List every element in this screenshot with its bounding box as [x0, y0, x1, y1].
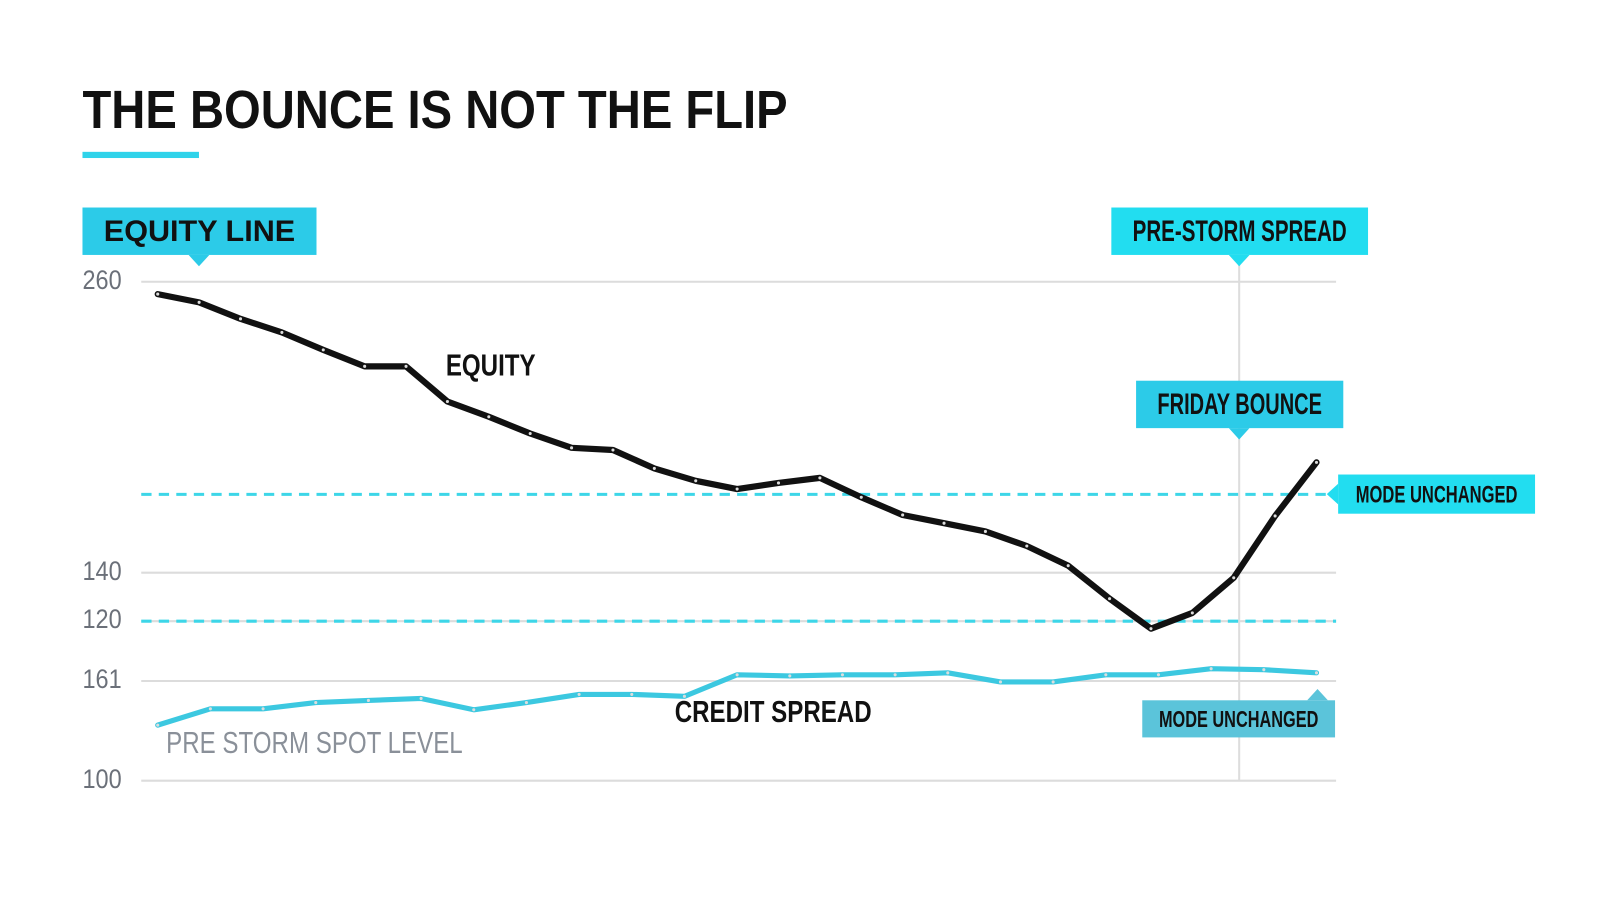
point: [682, 694, 686, 698]
point: [1104, 673, 1108, 677]
point: [652, 466, 656, 470]
chart-title: THE BOUNCE IS NOT THE FLIP: [82, 80, 787, 140]
point: [472, 708, 476, 712]
annotation-box: [1111, 207, 1369, 255]
annotation-pointer: [1307, 688, 1328, 701]
point: [1108, 597, 1112, 601]
annotation-label: CREDIT SPREAD: [675, 694, 872, 729]
point: [840, 673, 845, 677]
point: [487, 415, 491, 419]
point: [1273, 514, 1277, 518]
point: [1025, 544, 1029, 548]
annotation-label: PRE-STORM SPREAD: [1133, 215, 1347, 248]
point: [942, 521, 946, 525]
y-tick-label: 100: [82, 764, 121, 794]
point: [776, 481, 781, 485]
annotation-pointer: [1326, 483, 1339, 505]
point: [1314, 671, 1319, 675]
point: [261, 707, 265, 711]
annotation-pointer: [1228, 254, 1250, 267]
point: [694, 479, 698, 483]
point: [528, 431, 532, 436]
annotation-pointer: [1228, 428, 1250, 440]
annotation-box: [82, 207, 317, 255]
annotation-label: PRE STORM SPOT LEVEL: [166, 725, 463, 760]
y-tick-label: 260: [82, 265, 121, 295]
point: [1066, 564, 1070, 568]
point: [893, 673, 897, 677]
point: [859, 495, 863, 499]
point: [983, 529, 987, 534]
point: [1149, 627, 1153, 631]
point: [630, 692, 634, 696]
annotation-label: EQUITY LINE: [104, 215, 295, 248]
annotation-label: EQUITY: [446, 347, 536, 382]
point: [1156, 673, 1161, 677]
point: [1051, 680, 1055, 684]
point: [611, 448, 615, 452]
point: [570, 446, 574, 450]
point: [524, 701, 528, 705]
point: [238, 317, 243, 321]
point: [363, 364, 367, 368]
point: [366, 698, 370, 702]
title-underline: [82, 151, 199, 159]
point: [280, 330, 284, 334]
point: [156, 292, 160, 296]
point: [197, 300, 201, 304]
point: [818, 476, 822, 480]
point: [577, 692, 581, 696]
point: [998, 680, 1003, 684]
point: [1190, 611, 1194, 615]
point: [208, 707, 212, 711]
y-tick-label: 161: [82, 664, 121, 694]
y-tick-label: 140: [82, 556, 121, 586]
point: [1209, 667, 1213, 671]
series-line: [154, 291, 1320, 632]
annotation-label: FRIDAY BOUNCE: [1157, 388, 1322, 421]
point: [1232, 576, 1236, 580]
point: [314, 701, 318, 705]
point: [901, 513, 905, 517]
annotation-label: MODE UNCHANGED: [1159, 706, 1318, 732]
point: [445, 399, 449, 404]
annotation-box: [1136, 380, 1344, 429]
annotation-box: [1338, 474, 1536, 514]
annotation-box: [1142, 700, 1336, 738]
y-tick-label: 120: [82, 604, 121, 634]
point: [788, 674, 792, 678]
point: [404, 364, 408, 368]
point: [1314, 460, 1319, 464]
point: [321, 348, 325, 352]
point: [1262, 668, 1266, 672]
point: [156, 723, 160, 727]
point: [735, 487, 739, 491]
point: [735, 673, 739, 677]
annotation-pointer: [188, 254, 210, 267]
point: [946, 671, 950, 675]
annotation-label: MODE UNCHANGED: [1356, 482, 1518, 509]
point: [419, 696, 423, 701]
